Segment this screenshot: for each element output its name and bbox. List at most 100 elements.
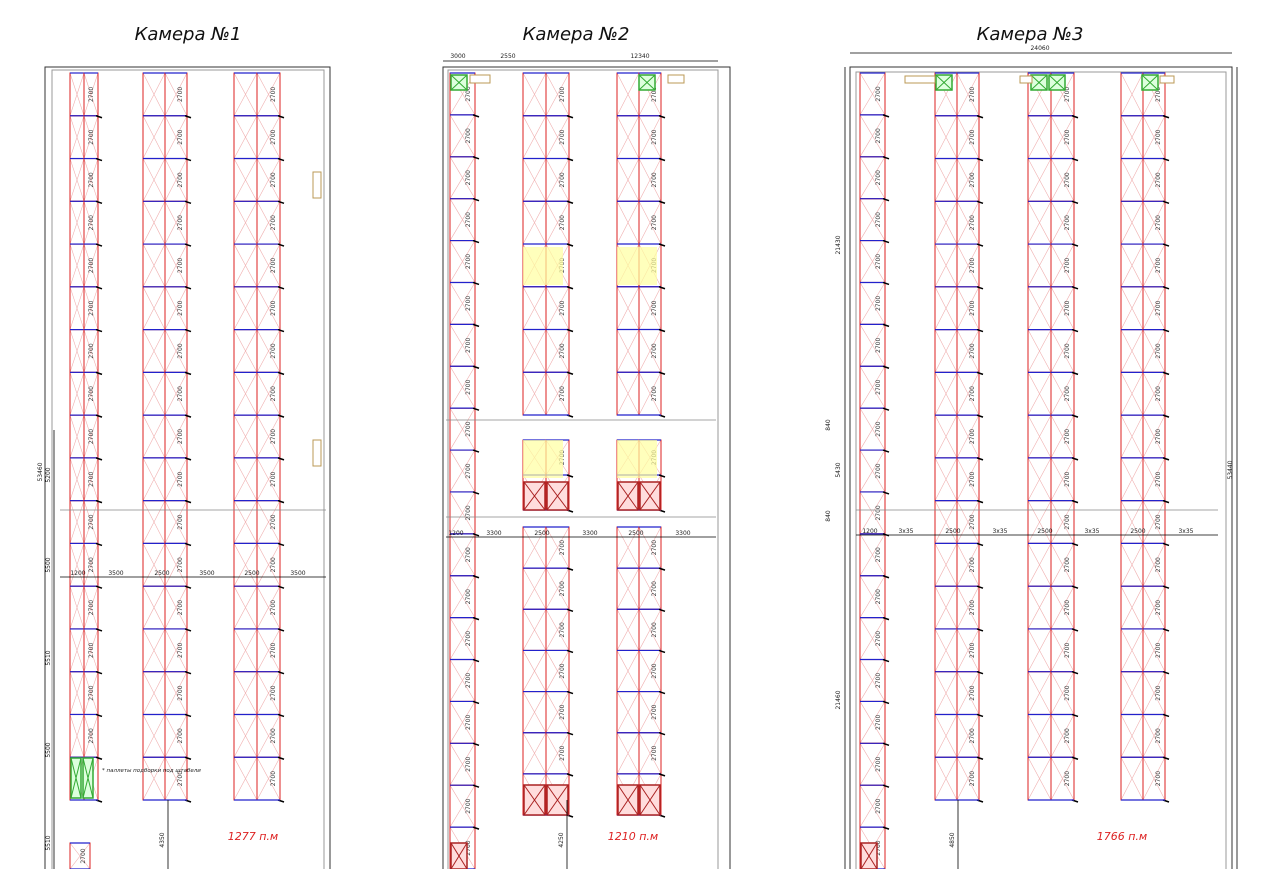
cell-dimension: 2700 [875, 170, 882, 185]
anchor-mark [566, 157, 574, 162]
anchor-mark [882, 281, 890, 286]
anchor-mark [184, 200, 192, 205]
anchor-mark [277, 756, 285, 760]
anchor-mark [658, 649, 666, 654]
anchor-mark [882, 197, 890, 202]
cell-cross [233, 72, 258, 116]
cell-cross [83, 543, 99, 587]
dimension-label: 3300 [675, 530, 690, 537]
cell-cross [449, 282, 476, 325]
cell-dimension: 2700 [651, 215, 658, 230]
cell-dimension: 2700 [465, 463, 472, 478]
cell-cross [256, 72, 281, 116]
cell-dimension: 2700 [177, 300, 184, 315]
cell-dimension: 2700 [465, 296, 472, 311]
anchor-mark [976, 756, 984, 760]
cell-dimension: 2700 [559, 663, 566, 678]
cell-cross [934, 671, 958, 715]
cell-cross [934, 286, 958, 330]
cell-dimension: 2700 [1155, 771, 1162, 786]
anchor-mark [1162, 157, 1170, 162]
cell-dimension: 2700 [88, 471, 95, 486]
anchor-mark [472, 449, 480, 453]
anchor-mark [277, 585, 285, 589]
anchor-mark [1162, 115, 1170, 119]
cell-cross [1142, 628, 1166, 672]
cell-dimension: 2700 [875, 673, 882, 688]
cell-cross [233, 500, 258, 544]
cell-dimension: 2700 [465, 840, 472, 855]
cell-cross [1120, 543, 1144, 587]
cell-cross [638, 691, 662, 733]
cell-dimension: 2700 [88, 514, 95, 529]
cell-cross [616, 201, 640, 245]
cell-dimension: 2700 [559, 172, 566, 187]
anchor-mark [277, 200, 285, 205]
cell-cross [142, 243, 166, 287]
special-cross [617, 784, 639, 816]
cell-cross [69, 415, 85, 458]
cell-cross [1027, 201, 1052, 245]
cell-cross [616, 286, 640, 330]
cell-dimension: 2700 [88, 728, 95, 743]
anchor-mark [882, 407, 890, 411]
cell-cross [142, 543, 166, 587]
anchor-mark [976, 670, 984, 675]
cell-cross [1120, 243, 1144, 287]
anchor-mark [95, 585, 103, 589]
cell-dimension: 2700 [1155, 728, 1162, 743]
anchor-mark [1071, 585, 1079, 589]
cell-cross [256, 158, 281, 202]
cell-cross [859, 785, 886, 828]
anchor-mark [882, 365, 890, 369]
dimension-label: 5430 [835, 462, 842, 477]
cell-cross [859, 366, 886, 409]
anchor-mark [566, 286, 574, 290]
dimension-label: 12340 [630, 53, 649, 60]
cell-cross [1120, 500, 1144, 544]
anchor-mark [184, 542, 192, 547]
cell-cross [934, 500, 958, 544]
cell-cross [83, 158, 99, 202]
cell-dimension: 2700 [1064, 557, 1071, 572]
special-cross [860, 842, 878, 869]
cell-cross [934, 372, 958, 416]
cell-cross [956, 757, 980, 801]
cell-cross [956, 500, 980, 544]
cell-dimension: 2700 [1064, 386, 1071, 401]
dimension-label: 2500 [1037, 528, 1052, 535]
cell-dimension: 2700 [875, 296, 882, 311]
cell-cross [449, 743, 476, 786]
cell-cross [859, 114, 886, 157]
anchor-mark [658, 286, 666, 290]
cell-cross [638, 286, 662, 330]
special-cross [523, 481, 546, 511]
cell-dimension: 2700 [270, 429, 277, 444]
note: * паллеты подборки под штабели [102, 768, 201, 774]
dimension-label: 2550 [500, 53, 515, 60]
cell-cross [142, 414, 166, 459]
anchor-mark [976, 286, 984, 290]
anchor-mark [472, 281, 480, 286]
anchor-mark [184, 371, 192, 376]
anchor-mark [472, 156, 480, 160]
anchor-mark [976, 157, 984, 162]
cell-cross [69, 842, 91, 869]
cell-cross [449, 701, 476, 744]
cell-dimension: 2700 [559, 215, 566, 230]
door [904, 75, 936, 84]
cell-cross [1050, 628, 1075, 672]
anchor-mark [566, 608, 574, 612]
cell-cross [545, 115, 570, 159]
cell-cross [859, 324, 886, 367]
cell-dimension: 2700 [88, 429, 95, 444]
cell-cross [934, 243, 958, 287]
cell-cross [69, 500, 85, 544]
cell-cross [256, 372, 281, 416]
cell-cross [1142, 115, 1166, 159]
cell-cross [1027, 115, 1052, 159]
cell-dimension: 2700 [270, 386, 277, 401]
room-wall-inner [447, 69, 719, 869]
cell-cross [616, 732, 640, 774]
